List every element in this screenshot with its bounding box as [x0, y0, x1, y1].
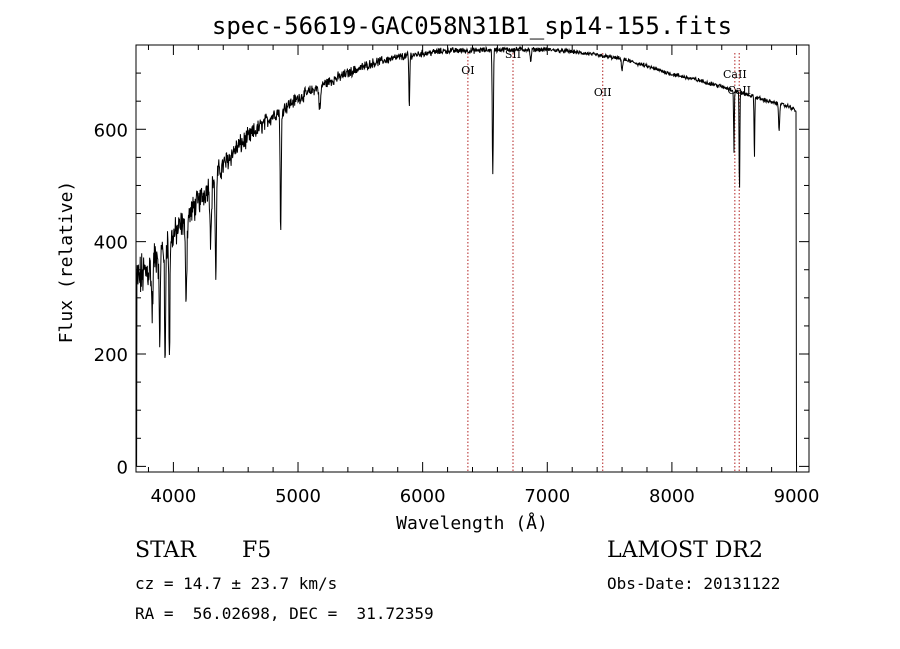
line-marker-label: CaII — [723, 68, 747, 81]
x-tick-label: 8000 — [649, 486, 695, 507]
y-tick-label: 400 — [94, 233, 128, 254]
x-tick-label: 6000 — [400, 486, 446, 507]
y-tick-label: 200 — [94, 345, 128, 366]
chart-title: spec-56619-GAC058N31B1_sp14-155.fits — [212, 12, 732, 40]
x-axis-label: Wavelength (Å) — [396, 512, 548, 534]
spectrum-line — [136, 45, 797, 467]
line-marker-label: OII — [594, 86, 612, 99]
axis-ticks: 4000 5000 6000 7000 8000 9000 0 200 400 600 — [94, 45, 820, 507]
y-tick-label: 0 — [117, 457, 128, 478]
redshift-velocity: cz = 14.7 ± 23.7 km/s — [135, 574, 338, 593]
object-subclass: F5 — [242, 538, 272, 563]
x-tick-label: 9000 — [774, 486, 820, 507]
y-tick-label: 600 — [94, 120, 128, 141]
survey-name: LAMOST DR2 — [607, 538, 763, 563]
x-tick-label: 5000 — [275, 486, 321, 507]
y-axis-label: Flux (relative) — [56, 181, 77, 344]
x-tick-label: 7000 — [524, 486, 570, 507]
x-tick-label: 4000 — [150, 486, 196, 507]
coordinates: RA = 56.02698, DEC = 31.72359 — [135, 604, 434, 623]
object-class: STAR — [135, 538, 196, 563]
plot-frame — [135, 44, 810, 473]
line-marker-label: OI — [461, 64, 474, 77]
observation-date: Obs-Date: 20131122 — [607, 574, 781, 593]
